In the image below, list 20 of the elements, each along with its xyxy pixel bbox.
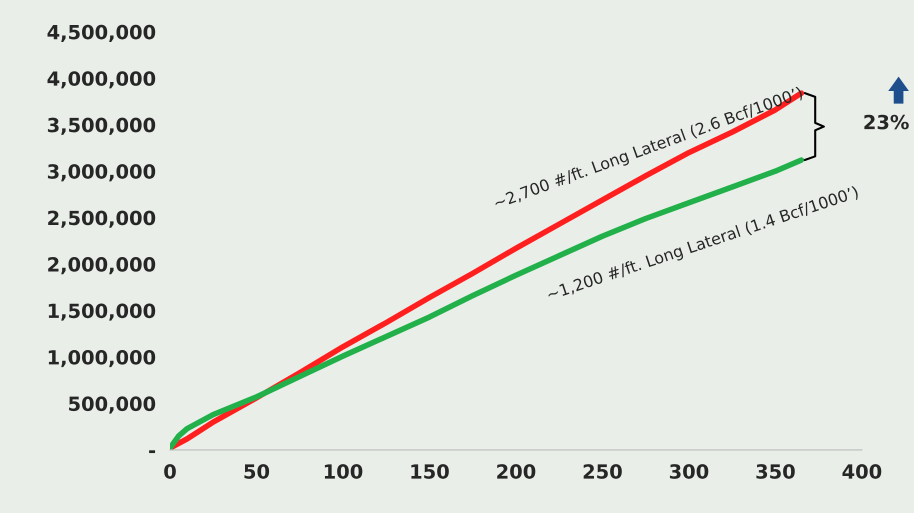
x-tick-label: 150 — [411, 464, 449, 479]
y-tick-label: 2,500,000 — [48, 210, 156, 228]
y-tick-label: - — [149, 450, 156, 454]
x-tick-label: 0 — [164, 464, 176, 479]
y-tick-label: 4,000,000 — [48, 71, 156, 88]
y-tick-label: 3,000,000 — [48, 164, 156, 182]
y-tick-label: 3,500,000 — [48, 118, 156, 135]
y-tick-label: 4,500,000 — [48, 24, 156, 42]
x-tick-label: 50 — [244, 464, 270, 479]
x-tick-label: 300 — [670, 464, 708, 479]
x-tick-label: 100 — [324, 464, 362, 479]
y-tick-label: 500,000 — [69, 396, 156, 414]
x-tick-label: 350 — [756, 464, 795, 479]
y-tick-label: 2,000,000 — [48, 257, 156, 274]
x-tick-label: 250 — [584, 464, 622, 479]
text: 23% — [864, 114, 909, 130]
x-tick-label: 400 — [842, 464, 882, 479]
y-tick-label: 1,500,000 — [48, 303, 156, 321]
x-tick-label: 200 — [497, 464, 536, 479]
y-tick-label: 1,000,000 — [48, 350, 156, 368]
